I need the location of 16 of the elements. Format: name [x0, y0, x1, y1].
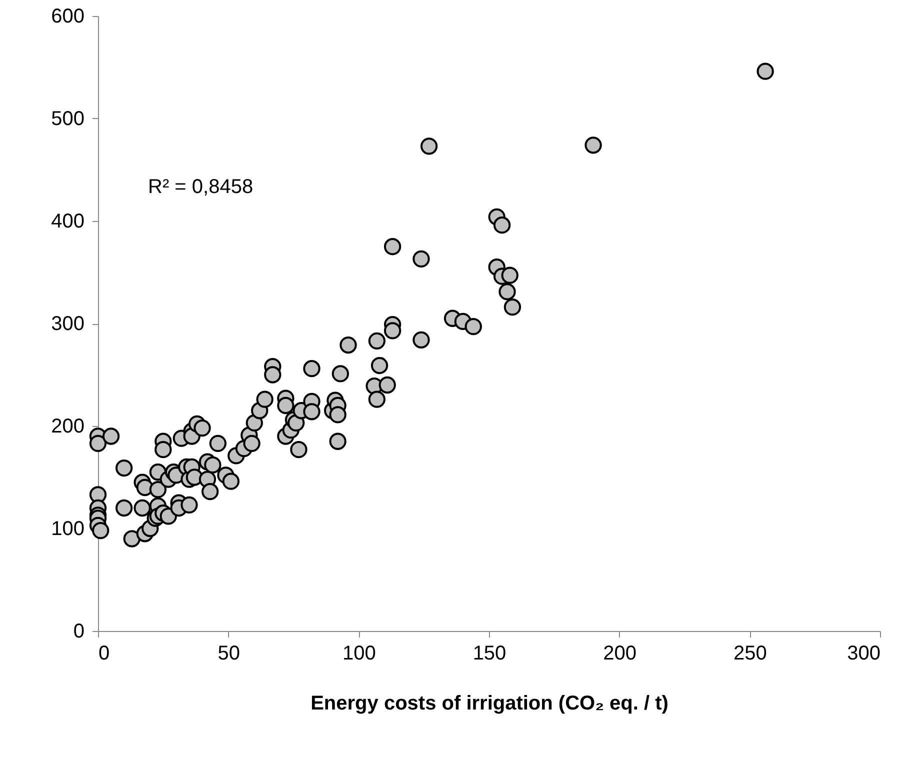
y-tick-label: 500 — [51, 108, 84, 130]
y-tick-label: 100 — [51, 518, 84, 540]
x-axis-title: Energy costs of irrigation (CO₂ eq. / t) — [310, 692, 668, 714]
y-tick-label: 600 — [51, 6, 84, 28]
annotation: R² = 0,8458 — [148, 176, 254, 198]
x-tick-label: 200 — [603, 642, 637, 664]
y-tick-label: 200 — [51, 416, 84, 438]
x-tick-label: 0 — [98, 642, 110, 664]
y-tick-label: 400 — [51, 210, 84, 232]
y-tick-label: 0 — [73, 620, 84, 642]
x-tick-label: 50 — [218, 642, 240, 664]
x-tick-label: 300 — [847, 642, 880, 664]
x-tick-label: 150 — [472, 642, 506, 664]
x-tick-label: 100 — [342, 642, 376, 664]
y-tick-label: 300 — [51, 313, 84, 335]
x-tick-label: 250 — [733, 642, 767, 664]
